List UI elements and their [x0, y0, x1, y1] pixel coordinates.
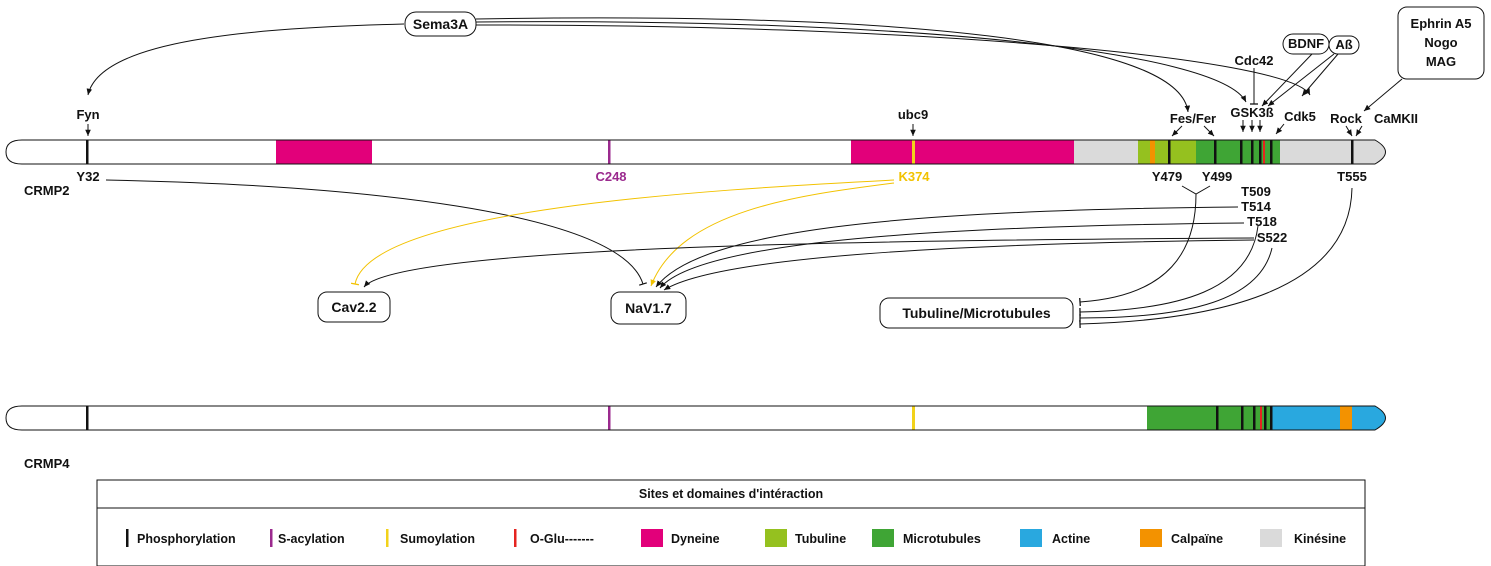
- abeta-label: Aß: [1335, 37, 1352, 52]
- bdnf-label: BDNF: [1288, 36, 1324, 51]
- tubuline-domain: [1138, 140, 1196, 164]
- kinesine-domain-2: [1280, 140, 1386, 164]
- dyneine-domain-2: [851, 140, 1074, 164]
- nav17-box: [610, 291, 687, 325]
- ubc9-label: ubc9: [898, 107, 928, 122]
- sema3a-box: [404, 11, 477, 37]
- site-y32: [86, 140, 89, 164]
- legend-swatch-sumo: [386, 529, 389, 547]
- legend-title: Sites et domaines d'intéraction: [639, 487, 823, 501]
- k374-label: K374: [898, 169, 930, 184]
- t514-label: T514: [1241, 199, 1271, 214]
- legend-swatch-dyneine: [641, 529, 663, 547]
- calpaine-domain-4: [1340, 406, 1352, 430]
- legend-swatch-calpaine: [1140, 529, 1162, 547]
- legend-swatch-oglu: [514, 529, 517, 547]
- t518-label: T518: [1247, 214, 1277, 229]
- connections: [85, 17, 1403, 329]
- s522-label: S522: [1257, 230, 1287, 245]
- legend-kinesine: Kinésine: [1294, 532, 1346, 546]
- tubuline-label: Tubuline/Microtubules: [902, 305, 1051, 321]
- site-oglu: [1263, 140, 1265, 164]
- actine-domain: [1272, 406, 1340, 430]
- dyneine-domain-1: [276, 140, 372, 164]
- camkii-label: CaMKII: [1374, 111, 1418, 126]
- legend-frame: [96, 479, 1366, 566]
- legend-swatch-actine: [1020, 529, 1042, 547]
- y479-label: Y479: [1152, 169, 1182, 184]
- legend-tubuline: Tubuline: [795, 532, 846, 546]
- tubuline-box: [879, 297, 1074, 329]
- crmp2-bar: [5, 139, 1386, 165]
- y32-label: Y32: [76, 169, 99, 184]
- kinesine-domain-1: [1074, 140, 1138, 164]
- cav22-box: [317, 291, 391, 323]
- legend-microtubules: Microtubules: [903, 532, 981, 546]
- cdk5-label: Cdk5: [1284, 109, 1316, 124]
- cdc42-label: Cdc42: [1234, 53, 1273, 68]
- crmp2-label: CRMP2: [24, 183, 70, 198]
- legend-dyneine: Dyneine: [671, 532, 720, 546]
- legend-actine: Actine: [1052, 532, 1090, 546]
- microtubules-domain-4: [1147, 406, 1272, 430]
- legend-swatch-tubuline: [765, 529, 787, 547]
- legend-swatch-kinesine: [1260, 529, 1282, 547]
- t509-label: T509: [1241, 184, 1271, 199]
- sema3a-label: Sema3A: [413, 16, 468, 32]
- site-c248: [608, 140, 611, 164]
- nav17-label: NaV1.7: [625, 300, 672, 316]
- c248-label: C248: [595, 169, 626, 184]
- legend-sumo: Sumoylation: [400, 532, 475, 546]
- legend-swatch-microtubules: [872, 529, 894, 547]
- legend-phospho: Phosphorylation: [137, 532, 236, 546]
- calpaine-mark: [1150, 140, 1155, 164]
- gsk3b-label: GSK3ß: [1230, 105, 1273, 120]
- fes-fer-label: Fes/Fer: [1170, 111, 1216, 126]
- t555-label: T555: [1337, 169, 1367, 184]
- cav22-label: Cav2.2: [331, 299, 376, 315]
- legend-swatch-sacyl: [270, 529, 273, 547]
- ephrin-box: [1397, 6, 1485, 80]
- site-k374: [912, 140, 915, 164]
- crmp4-bar: [5, 405, 1386, 431]
- rock-label: Rock: [1330, 111, 1363, 126]
- abeta-box: [1328, 35, 1360, 55]
- legend-calpaine: Calpaïne: [1171, 532, 1223, 546]
- y499-label: Y499: [1202, 169, 1232, 184]
- legend: Sites et domaines d'intéraction Phosphor…: [96, 479, 1366, 566]
- ephrin-a5-label: Ephrin A5: [1411, 16, 1472, 31]
- legend-oglu: O-Glu-------: [530, 532, 594, 546]
- actine-domain-2: [1352, 406, 1386, 430]
- mag-label: MAG: [1426, 54, 1456, 69]
- nogo-label: Nogo: [1424, 35, 1457, 50]
- legend-swatch-phospho: [126, 529, 129, 547]
- crmp4-label: CRMP4: [24, 456, 70, 471]
- fyn-label: Fyn: [76, 107, 99, 122]
- legend-sacyl: S-acylation: [278, 532, 345, 546]
- microtubules-domain: [1196, 140, 1280, 164]
